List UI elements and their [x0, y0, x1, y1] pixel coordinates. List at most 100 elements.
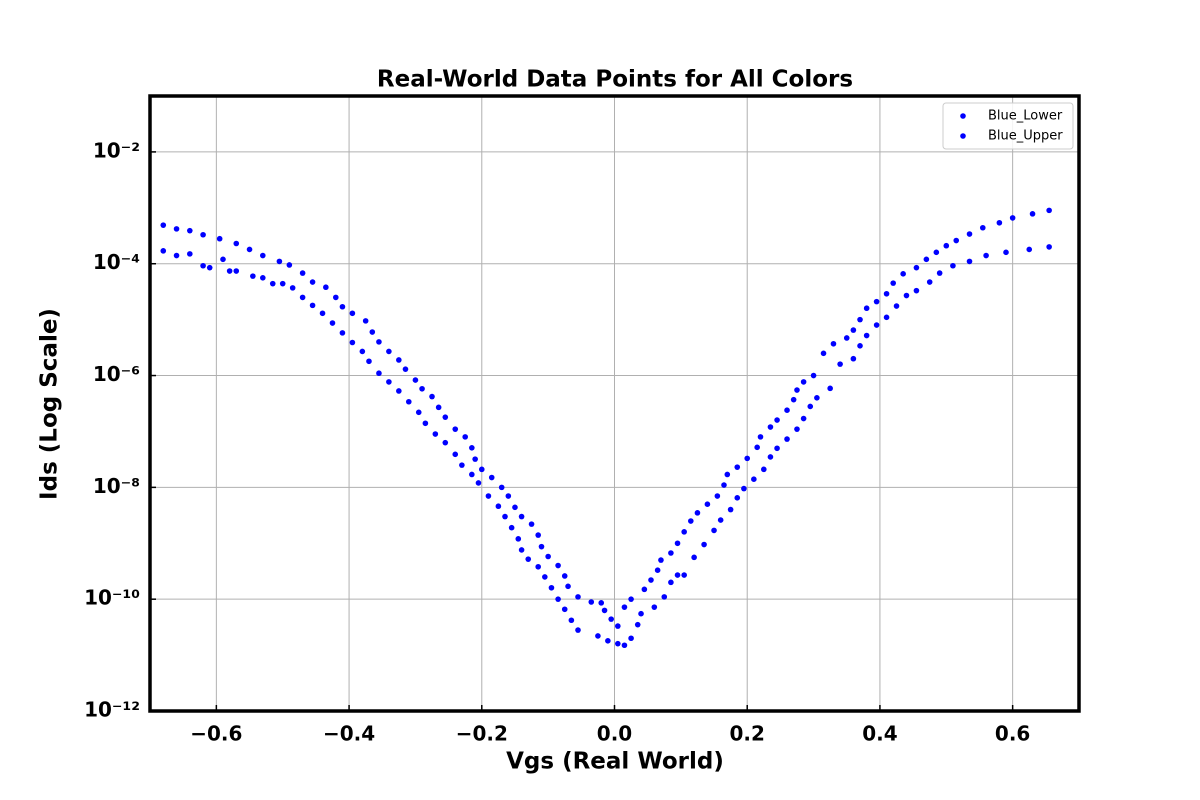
data-point [595, 633, 601, 639]
data-point [173, 252, 180, 259]
data-point [555, 596, 561, 602]
data-point [761, 466, 767, 473]
data-point [187, 227, 193, 234]
data-point [711, 527, 717, 534]
data-point [505, 493, 512, 499]
data-point [1046, 207, 1052, 214]
data-point [508, 524, 515, 531]
data-point [950, 262, 956, 269]
data-point [362, 318, 369, 324]
data-point [883, 290, 890, 297]
data-point [289, 285, 296, 291]
data-point [472, 456, 478, 462]
data-point [216, 235, 223, 242]
data-point [744, 455, 751, 462]
y-tick-label: 10⁻² [93, 138, 140, 162]
data-point [890, 280, 896, 286]
data-point [429, 393, 435, 400]
data-point [498, 484, 505, 491]
data-point [518, 513, 525, 520]
data-point [160, 222, 167, 228]
data-point [366, 358, 372, 365]
data-point [535, 532, 541, 538]
legend-box [942, 102, 1074, 150]
y-tick-label: 10⁻⁴ [93, 250, 140, 274]
data-point [873, 298, 880, 305]
legend-marker [960, 133, 966, 139]
data-point [943, 242, 950, 249]
data-point [648, 577, 654, 583]
data-point [200, 262, 206, 269]
data-point [478, 466, 485, 473]
data-point [160, 248, 167, 254]
data-point [688, 518, 694, 524]
x-tick-label: 0.2 [729, 722, 764, 746]
data-point [727, 506, 734, 513]
data-point [561, 606, 568, 613]
data-point [830, 340, 837, 347]
data-point [349, 310, 356, 317]
data-point [903, 292, 910, 299]
data-point [442, 439, 449, 446]
plot-frame [148, 94, 1081, 713]
data-point [452, 451, 459, 458]
data-point [857, 316, 863, 323]
data-point [857, 343, 863, 349]
data-point [349, 339, 356, 346]
data-point [601, 607, 608, 614]
data-point [535, 563, 541, 570]
data-point [843, 335, 850, 341]
data-point [299, 294, 306, 301]
data-point [525, 556, 532, 562]
data-point [1029, 211, 1036, 217]
data-point [850, 355, 857, 362]
data-point [794, 426, 800, 432]
data-point [206, 264, 213, 271]
data-point [754, 444, 760, 451]
data-point [621, 604, 628, 610]
data-point [276, 258, 283, 265]
data-point [721, 482, 727, 488]
data-point [983, 252, 989, 259]
data-point [462, 434, 468, 440]
data-point [654, 567, 661, 573]
data-point [588, 599, 595, 605]
data-point [376, 339, 382, 345]
data-point [459, 462, 465, 468]
data-point [1026, 246, 1033, 253]
data-point [187, 251, 193, 257]
data-point [900, 271, 906, 277]
data-point [555, 562, 561, 569]
data-point [226, 268, 233, 274]
data-point [220, 256, 226, 263]
data-point [415, 409, 422, 416]
data-point [784, 436, 790, 442]
data-point [545, 553, 551, 560]
data-point [628, 596, 634, 602]
data-point [396, 388, 402, 394]
data-point [568, 617, 575, 624]
data-point [452, 426, 459, 432]
data-point [396, 357, 402, 363]
data-point [376, 370, 382, 377]
data-point [339, 303, 346, 310]
data-point [814, 394, 820, 401]
data-point [405, 398, 412, 405]
data-point [621, 642, 628, 649]
data-point [495, 503, 502, 510]
data-point [542, 574, 548, 580]
points [160, 207, 1052, 649]
data-point [774, 417, 780, 423]
data-point [794, 387, 800, 393]
data-point [339, 330, 346, 336]
data-point [807, 403, 814, 410]
data-point [1046, 244, 1052, 250]
data-point [784, 407, 790, 413]
data-point [714, 493, 721, 499]
data-point [1003, 249, 1009, 256]
y-axis-label: Ids (Log Scale) [37, 308, 63, 500]
data-point [913, 287, 920, 294]
data-point [923, 256, 930, 263]
data-point [246, 246, 253, 253]
